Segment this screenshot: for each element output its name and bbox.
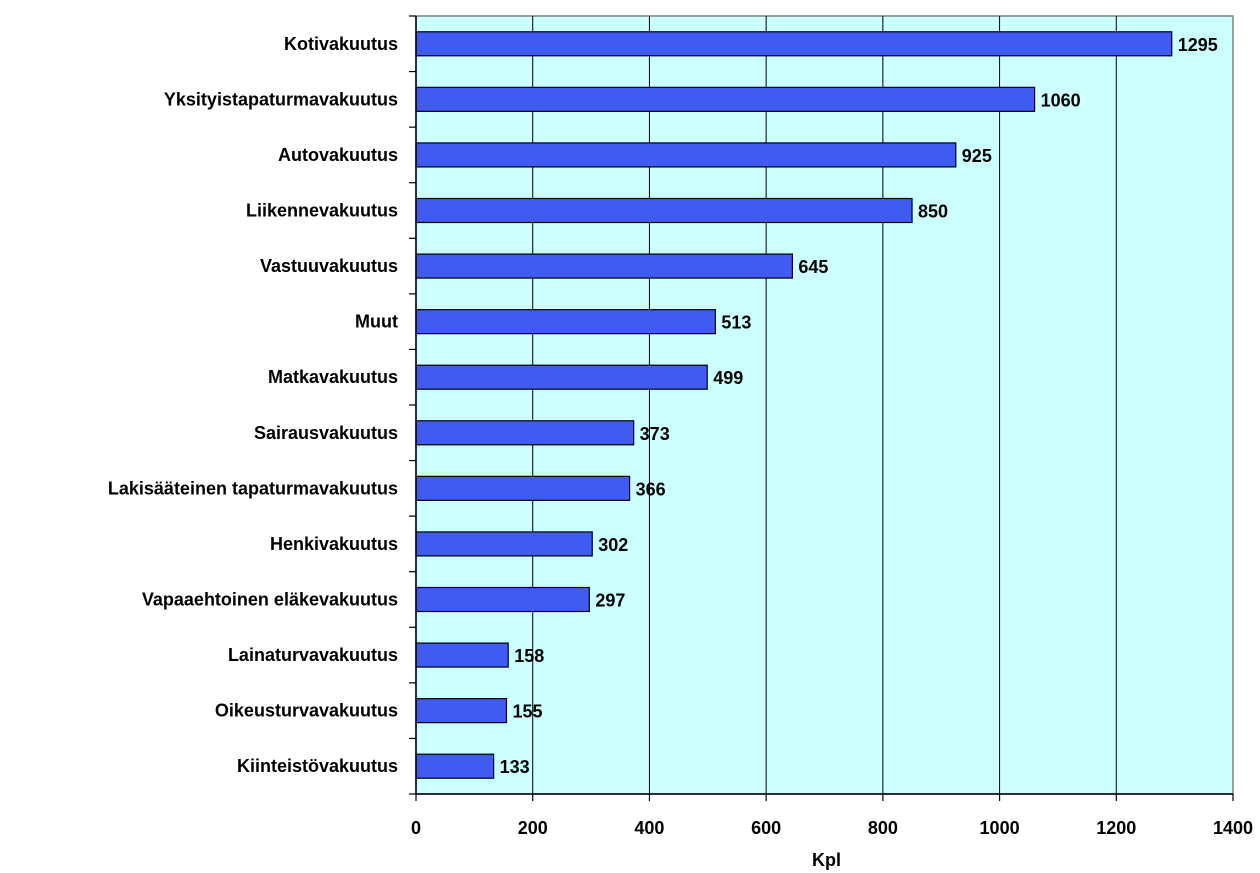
x-tick-label: 800 — [868, 818, 898, 838]
category-label: Autovakuutus — [278, 145, 398, 165]
bar — [415, 475, 631, 501]
bar — [415, 753, 495, 779]
bar — [415, 197, 913, 224]
bar — [415, 142, 957, 168]
value-label: 302 — [598, 535, 628, 555]
value-label: 1060 — [1041, 90, 1081, 110]
category-label: Muut — [355, 312, 398, 332]
x-tick-label: 1200 — [1096, 818, 1136, 838]
value-label: 513 — [721, 313, 751, 333]
bar — [415, 253, 794, 279]
bar — [415, 586, 590, 613]
x-tick-label: 400 — [634, 818, 664, 838]
category-label: Lakisääteinen tapaturmavakuutus — [108, 478, 398, 498]
value-label: 645 — [798, 257, 828, 277]
value-label: 297 — [595, 591, 625, 611]
category-label: Lainaturvavakuutus — [228, 645, 398, 665]
labels: 0 200 400 600 800 1000 1200 1400 Kotivakuutus 129… — [108, 34, 1253, 838]
x-tick-label: 1000 — [980, 818, 1020, 838]
x-tick-label: 200 — [518, 818, 548, 838]
bar — [415, 531, 593, 557]
bar — [415, 698, 508, 724]
category-label: Yksityistapaturmavakuutus — [164, 89, 398, 109]
value-label: 366 — [636, 479, 666, 499]
bar — [415, 364, 708, 390]
category-label: Vapaaehtoinen eläkevakuutus — [142, 590, 398, 610]
value-label: 158 — [514, 646, 544, 666]
plot-area — [415, 15, 1234, 795]
x-axis-title: Kpl — [812, 850, 841, 870]
value-label: 925 — [962, 146, 992, 166]
axes — [409, 15, 1234, 801]
value-label: 850 — [918, 202, 948, 222]
category-label: Oikeusturvavakuutus — [215, 701, 398, 721]
category-label: Vastuuvakuutus — [260, 256, 398, 276]
value-label: 1295 — [1178, 35, 1218, 55]
value-label: 499 — [713, 368, 743, 388]
x-tick-label: 600 — [751, 818, 781, 838]
value-label: 133 — [500, 757, 530, 777]
value-label: 155 — [512, 702, 542, 722]
category-label: Matkavakuutus — [268, 367, 398, 387]
bars — [415, 31, 1173, 779]
category-label: Henkivakuutus — [270, 534, 398, 554]
x-tick-label: 0 — [411, 818, 421, 838]
value-label: 373 — [640, 424, 670, 444]
bar — [415, 31, 1173, 57]
category-label: Kotivakuutus — [284, 34, 398, 54]
category-label: Kiinteistövakuutus — [237, 756, 398, 776]
category-label: Sairausvakuutus — [254, 423, 398, 443]
x-tick-label: 1400 — [1213, 818, 1253, 838]
bar — [415, 309, 716, 335]
bar — [415, 420, 635, 446]
category-label: Liikennevakuutus — [246, 201, 398, 221]
bar — [415, 86, 1036, 112]
bar — [415, 642, 509, 668]
